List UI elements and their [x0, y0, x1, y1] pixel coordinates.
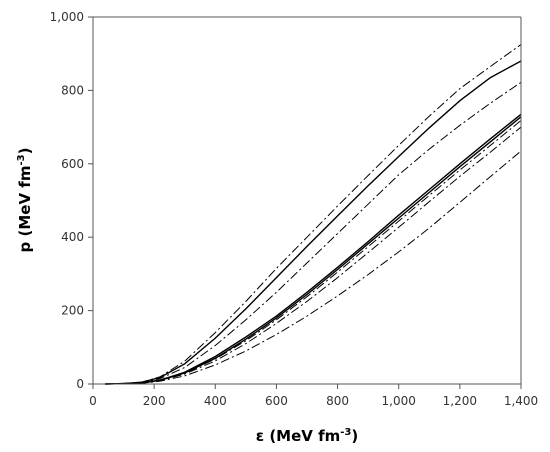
y-tick-label: 0 — [76, 377, 84, 391]
series-line-6 — [105, 120, 522, 385]
y-tick-label: 200 — [61, 304, 84, 318]
x-tick-label: 1,000 — [382, 394, 416, 408]
x-tick-label: 400 — [204, 394, 227, 408]
series-line-8 — [105, 150, 522, 385]
x-ticks: 0 200 400 600 800 1,000 1,200 1,400 — [89, 384, 538, 408]
x-tick-label: 600 — [265, 394, 288, 408]
y-tick-label: 1,000 — [50, 10, 84, 24]
x-tick-label: 200 — [143, 394, 166, 408]
y-ticks: 0 200 400 600 800 1,000 — [50, 10, 93, 391]
x-tick-label: 1,400 — [504, 394, 538, 408]
plot-lines — [105, 44, 522, 385]
series-line-7 — [105, 126, 522, 385]
y-axis-title: p (MeV fm-3) — [16, 148, 34, 253]
x-tick-label: 0 — [89, 394, 97, 408]
x-tick-label: 1,200 — [443, 394, 477, 408]
axes — [92, 16, 522, 385]
y-tick-label: 600 — [61, 157, 84, 171]
y-tick-label: 400 — [61, 230, 84, 244]
series-line-2 — [105, 60, 522, 385]
x-tick-label: 800 — [326, 394, 349, 408]
x-axis-title: ε (MeV fm-3) — [256, 427, 358, 445]
series-line-5 — [105, 116, 522, 385]
series-line-4 — [105, 113, 522, 385]
series-line-3 — [105, 81, 522, 385]
y-tick-label: 800 — [61, 83, 84, 97]
series-line-1 — [105, 44, 522, 385]
